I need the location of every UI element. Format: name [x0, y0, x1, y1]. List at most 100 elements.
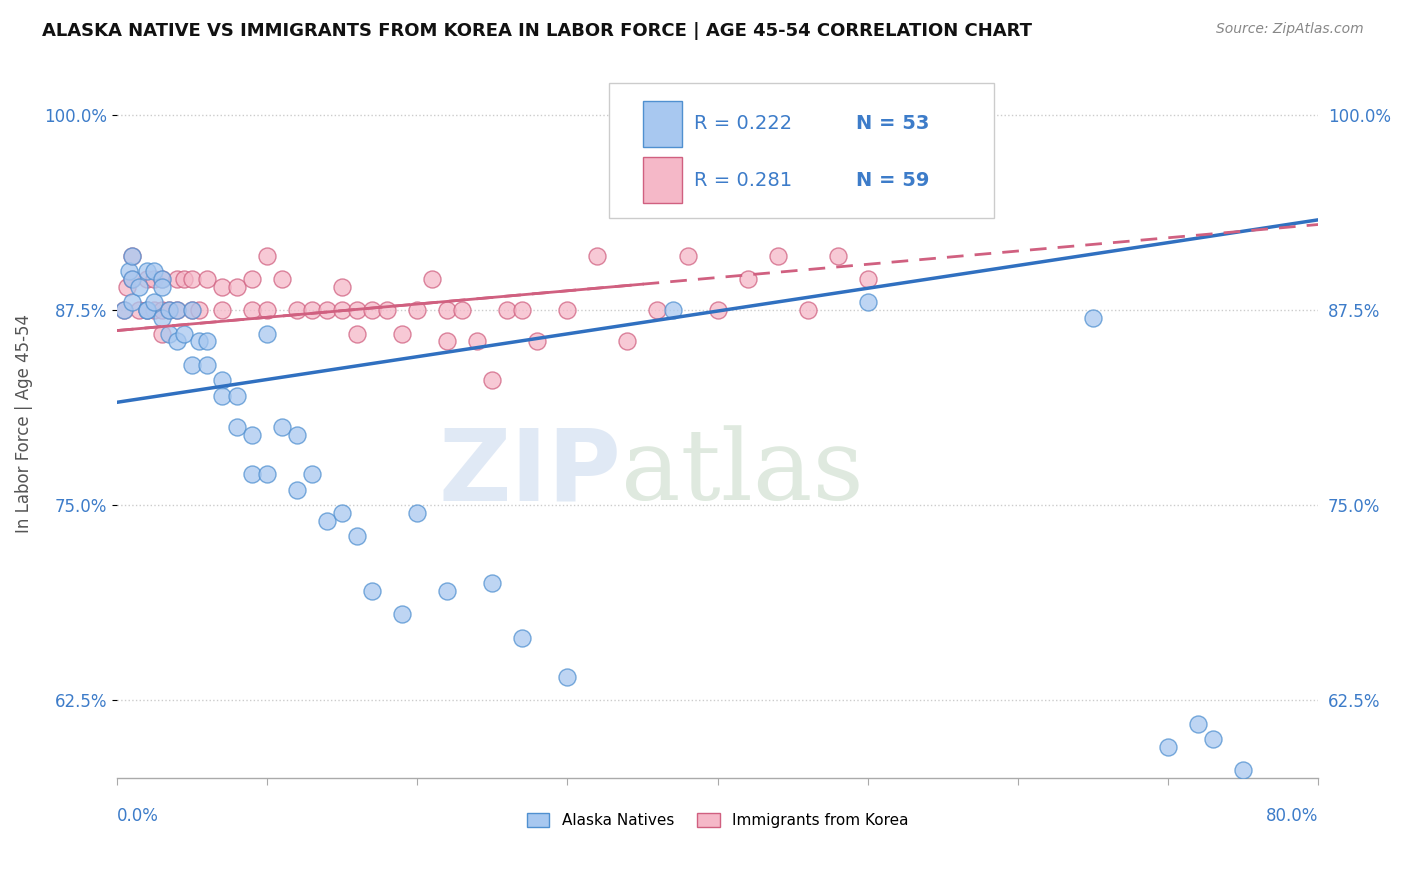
Point	[271, 272, 294, 286]
Point	[150, 272, 173, 286]
Point	[226, 389, 249, 403]
Point	[1202, 732, 1225, 747]
Point	[195, 358, 218, 372]
Point	[118, 264, 141, 278]
Point	[211, 280, 233, 294]
Point	[481, 374, 503, 388]
Text: ZIP: ZIP	[439, 425, 621, 522]
Point	[510, 303, 533, 318]
Point	[135, 272, 157, 286]
Point	[465, 334, 488, 349]
Point	[173, 272, 195, 286]
Point	[285, 303, 308, 318]
Point	[157, 326, 180, 341]
Point	[737, 272, 759, 286]
Point	[188, 334, 211, 349]
Point	[150, 311, 173, 326]
Point	[150, 303, 173, 318]
Point	[285, 483, 308, 497]
Point	[346, 303, 368, 318]
Text: 0.0%: 0.0%	[117, 806, 159, 824]
Text: Source: ZipAtlas.com: Source: ZipAtlas.com	[1216, 22, 1364, 37]
Point	[271, 420, 294, 434]
Point	[128, 280, 150, 294]
Text: R = 0.222: R = 0.222	[693, 114, 792, 133]
Point	[496, 303, 519, 318]
Point	[1157, 739, 1180, 754]
Point	[211, 374, 233, 388]
Point	[406, 303, 429, 318]
Point	[226, 420, 249, 434]
Point	[143, 272, 166, 286]
Point	[181, 358, 204, 372]
Point	[256, 467, 278, 481]
Point	[375, 303, 398, 318]
Point	[647, 303, 669, 318]
Point	[181, 303, 204, 318]
Point	[436, 303, 458, 318]
Point	[330, 280, 353, 294]
Text: ALASKA NATIVE VS IMMIGRANTS FROM KOREA IN LABOR FORCE | AGE 45-54 CORRELATION CH: ALASKA NATIVE VS IMMIGRANTS FROM KOREA I…	[42, 22, 1032, 40]
Bar	[643, 101, 682, 146]
Point	[451, 303, 474, 318]
Point	[481, 576, 503, 591]
Point	[211, 389, 233, 403]
Point	[406, 506, 429, 520]
Point	[330, 506, 353, 520]
Point	[117, 280, 139, 294]
Point	[181, 303, 204, 318]
Legend: Alaska Natives, Immigrants from Korea: Alaska Natives, Immigrants from Korea	[520, 807, 915, 834]
Point	[316, 514, 339, 528]
Point	[121, 249, 143, 263]
Point	[361, 303, 384, 318]
Point	[121, 295, 143, 310]
Point	[661, 303, 683, 318]
Point	[1232, 764, 1254, 778]
Point	[226, 280, 249, 294]
Point	[510, 631, 533, 645]
Point	[166, 303, 188, 318]
Point	[112, 303, 135, 318]
Point	[676, 249, 699, 263]
Point	[346, 326, 368, 341]
Point	[121, 272, 143, 286]
Point	[211, 303, 233, 318]
Point	[240, 428, 263, 442]
Point	[557, 303, 579, 318]
Point	[420, 272, 443, 286]
Point	[128, 303, 150, 318]
Point	[856, 295, 879, 310]
Point	[181, 272, 204, 286]
Point	[121, 249, 143, 263]
Point	[285, 428, 308, 442]
Point	[391, 326, 413, 341]
Point	[150, 272, 173, 286]
Point	[391, 607, 413, 622]
Point	[616, 334, 638, 349]
Point	[256, 249, 278, 263]
Point	[195, 272, 218, 286]
Bar	[643, 157, 682, 203]
Point	[240, 303, 263, 318]
Point	[135, 264, 157, 278]
Point	[856, 272, 879, 286]
Point	[526, 334, 548, 349]
Point	[195, 334, 218, 349]
Point	[346, 529, 368, 543]
Point	[766, 249, 789, 263]
Point	[112, 303, 135, 318]
Point	[240, 272, 263, 286]
Point	[316, 303, 339, 318]
Point	[330, 303, 353, 318]
Point	[166, 303, 188, 318]
Point	[1081, 311, 1104, 326]
Point	[166, 272, 188, 286]
Point	[188, 303, 211, 318]
Point	[166, 334, 188, 349]
Point	[256, 326, 278, 341]
Point	[143, 303, 166, 318]
Point	[796, 303, 818, 318]
Point	[150, 280, 173, 294]
Point	[135, 303, 157, 318]
Text: R = 0.281: R = 0.281	[693, 170, 792, 190]
